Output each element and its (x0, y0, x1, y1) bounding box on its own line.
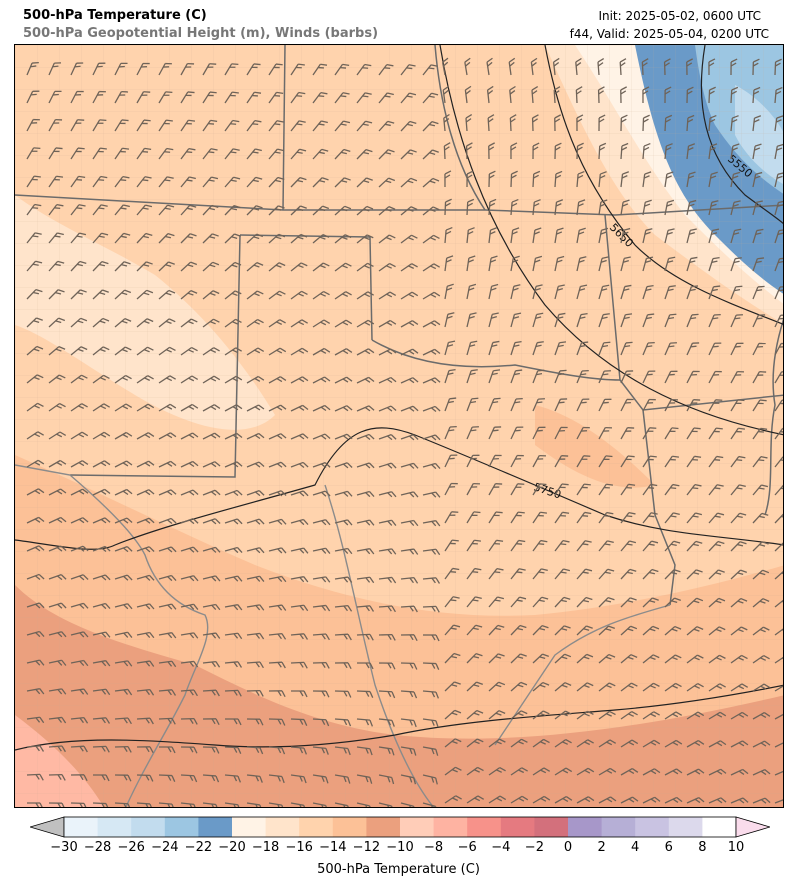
colorbar-cell (97, 817, 132, 837)
colorbar-cell (366, 817, 401, 837)
colorbar-tick-label: −20 (218, 840, 246, 855)
colorbar-cell (299, 817, 334, 837)
colorbar-tick-label: 0 (563, 840, 573, 855)
valid-time-label: f44, Valid: 2025-05-04, 0200 UTC (569, 27, 769, 41)
colorbar-cell (64, 817, 99, 837)
colorbar-tick-labels: −30 −28 −26 −24 −22 −20 −18 −16 −14 −12 −10 −8 −6 −4−… (0, 840, 797, 860)
colorbar-tick-label: −8 (424, 840, 444, 855)
colorbar-cell (164, 817, 199, 837)
colorbar-cell (668, 817, 703, 837)
contour-5800 (15, 684, 783, 751)
colorbar-tick-label: −18 (251, 840, 280, 855)
colorbar-tick-label: −26 (117, 840, 145, 855)
colorbar-tick-label: −30 (50, 840, 78, 855)
colorbar-cell (232, 817, 267, 837)
colorbar-tick-label: −2 (524, 840, 544, 855)
colorbar-tick-label: −4 (491, 840, 511, 855)
colorbar-tick-label: −12 (352, 840, 381, 855)
colorbar-tick-label: −24 (151, 840, 179, 855)
county-grid (15, 45, 783, 807)
colorbar-cell (467, 817, 502, 837)
colorbar-cell (131, 817, 166, 837)
colorbar-tick-label: 2 (597, 840, 606, 855)
contour-5600 (544, 45, 783, 325)
colorbar-cell (702, 817, 737, 837)
colorbar-tick-label: −16 (285, 840, 313, 855)
colorbar-tick-label: 8 (698, 840, 707, 855)
colorbar-tick-label: 4 (631, 840, 640, 855)
colorbar-cell (500, 817, 535, 837)
colorbar-cell (400, 817, 435, 837)
colorbar-cell (534, 817, 569, 837)
colorbar-cell (433, 817, 468, 837)
colorbar-tick-label: 10 (727, 840, 745, 855)
temperature-colorbar (30, 816, 770, 838)
colorbar-cell (265, 817, 300, 837)
colorbar-cell (198, 817, 233, 837)
colorbar-tick-label: −22 (184, 840, 213, 855)
colorbar-cell (601, 817, 636, 837)
colorbar-cell (332, 817, 367, 837)
colorbar-under-arrow (30, 816, 65, 838)
colorbar-tick-label: 6 (664, 840, 673, 855)
colorbar-cell (635, 817, 670, 837)
contour-5650 (439, 45, 783, 436)
map-title: 500-hPa Temperature (C) (23, 8, 207, 23)
colorbar-tick-label: −28 (83, 840, 112, 855)
height-contours (15, 45, 783, 751)
contour-5750 (15, 427, 783, 550)
map-subtitle: 500-hPa Geopotential Height (m), Winds (… (23, 26, 379, 41)
colorbar-tick-label: −14 (319, 840, 347, 855)
init-time-label: Init: 2025-05-02, 0600 UTC (598, 9, 761, 23)
colorbar-over-arrow (735, 816, 770, 838)
colorbar-tick-label: −6 (457, 840, 477, 855)
colorbar-label: 500-hPa Temperature (C) (317, 862, 480, 877)
map-canvas: 5550 5650 5750 (15, 45, 783, 807)
map-panel: 5550 5650 5750 (14, 44, 784, 808)
colorbar-cells (63, 816, 737, 838)
colorbar-cell (568, 817, 603, 837)
colorbar-tick-label: −10 (386, 840, 414, 855)
